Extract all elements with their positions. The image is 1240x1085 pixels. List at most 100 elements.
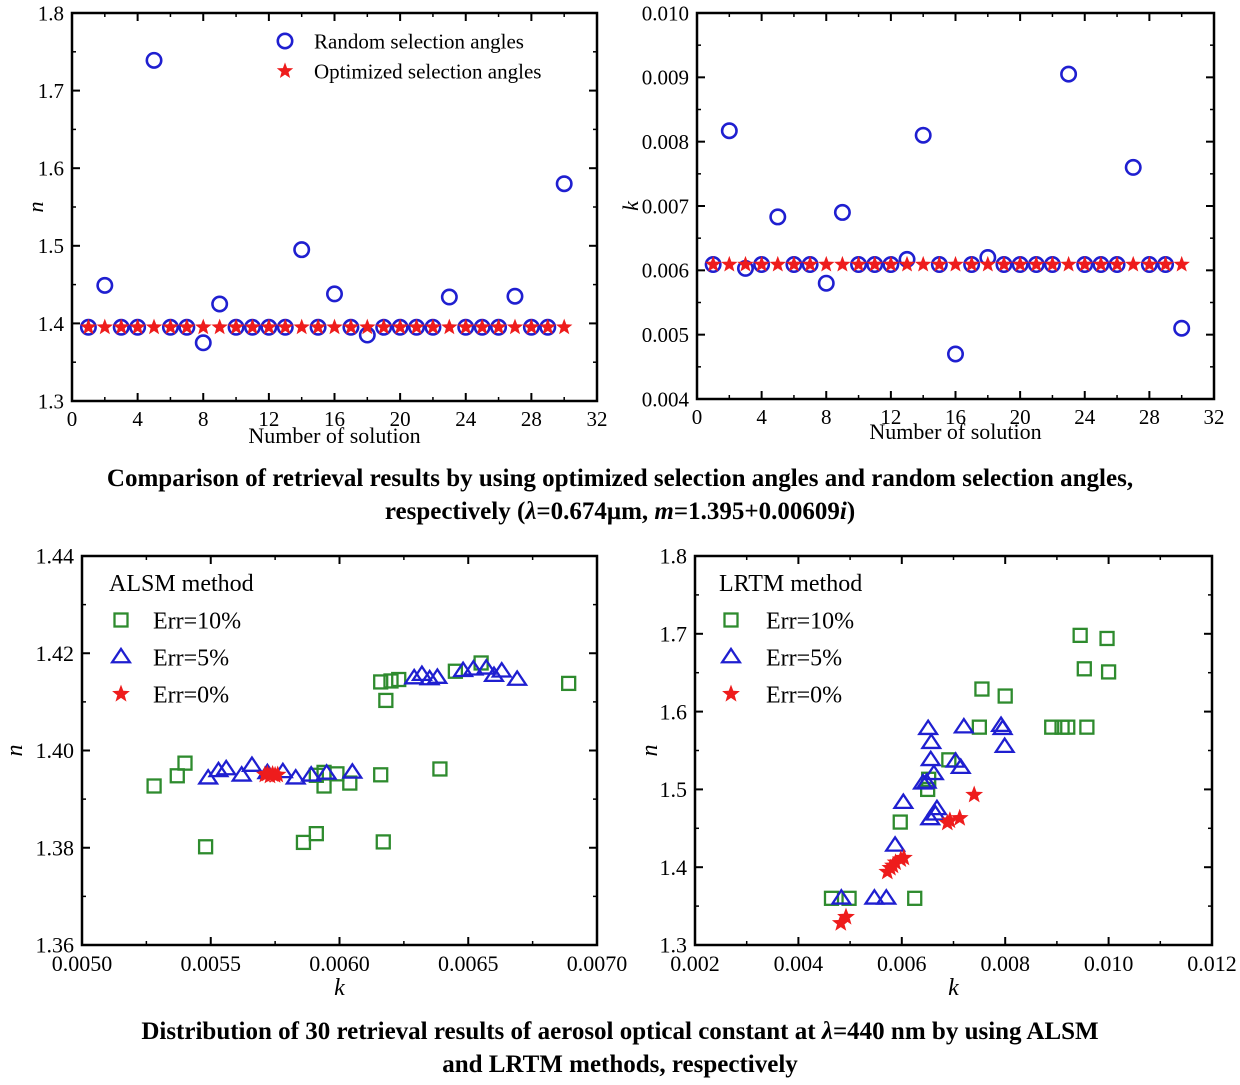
star-point (785, 255, 803, 272)
star-point (1157, 255, 1174, 272)
star-point (737, 255, 754, 272)
square-point (432, 761, 448, 777)
star-point (1173, 255, 1190, 272)
star-point (457, 318, 474, 335)
circle-point (1060, 65, 1078, 83)
square-point (1079, 719, 1095, 735)
x-tick-label: 8 (198, 407, 209, 431)
x-tick-label: 0.004 (774, 951, 824, 976)
bottom-caption-post: =440 nm by using ALSM (832, 1018, 1099, 1045)
star-point (995, 255, 1013, 272)
triangle-point (925, 798, 948, 816)
x-tick-label: 0 (692, 405, 703, 429)
star-point (145, 318, 163, 335)
y-axis-label: n (2, 745, 28, 757)
star-point (244, 318, 261, 335)
star-point (753, 255, 770, 272)
legend-label: Err=5% (766, 645, 842, 671)
top-caption-line1: Comparison of retrieval results by using… (106, 465, 1134, 492)
square-point (1044, 719, 1060, 735)
x-tick-label: 0.006 (877, 951, 927, 976)
series-1 (823, 627, 1117, 906)
top-caption: Comparison of retrieval results by using… (0, 462, 1240, 528)
y-tick-label: 0.008 (642, 130, 689, 154)
x-tick-label: 24 (1074, 405, 1096, 429)
triangle-point (830, 888, 853, 905)
triangle-point (892, 792, 915, 810)
x-tick-label: 28 (1139, 405, 1160, 429)
x-tick-label: 24 (455, 407, 477, 431)
triangle-point (482, 665, 506, 683)
square-point (997, 688, 1013, 704)
series-2 (80, 318, 573, 335)
triangle-point (240, 755, 263, 772)
triangle-point (919, 808, 942, 826)
triangle-point (884, 835, 907, 852)
star-point (359, 318, 376, 335)
triangle-point (207, 760, 230, 778)
circle-point (194, 334, 212, 352)
star-point (931, 255, 948, 272)
legend-title: LRTM method (719, 571, 862, 597)
y-tick-label: 1.7 (660, 622, 688, 647)
star-point (947, 255, 964, 272)
triangle-point (300, 765, 323, 782)
star-point (1028, 255, 1045, 272)
triangle-point (490, 661, 513, 678)
y-tick-label: 1.36 (36, 933, 75, 958)
x-axis-label: k (948, 975, 959, 1001)
star-point (424, 318, 442, 335)
y-tick-label: 1.4 (38, 312, 65, 336)
triangle-point (993, 736, 1016, 753)
y-tick-label: 0.007 (642, 194, 689, 218)
star-point (950, 808, 969, 826)
square-point (841, 890, 857, 906)
triangle-point (315, 763, 338, 780)
top-caption-pre: respectively ( (384, 498, 526, 525)
y-tick-label: 1.38 (36, 835, 75, 860)
star-point (211, 318, 228, 335)
y-tick-label: 0.004 (642, 387, 690, 411)
star-point (473, 318, 491, 335)
legend-label: Err=0% (766, 682, 842, 708)
triangle-point (418, 668, 441, 686)
circle-point (293, 241, 311, 259)
star-point (80, 318, 97, 335)
triangle-point (915, 772, 938, 789)
star-point (1108, 255, 1126, 272)
legend-label: Random selection angles (314, 29, 524, 53)
star-point (895, 848, 913, 866)
bottom-caption-pre: Distribution of 30 retrieval results of … (141, 1018, 822, 1045)
triangle-point (215, 758, 238, 776)
star-point (506, 318, 524, 335)
x-tick-label: 16 (324, 407, 345, 431)
star-point (1060, 255, 1077, 272)
circle-point (96, 276, 114, 294)
star-point (277, 318, 294, 335)
square-point (907, 890, 923, 906)
star-point (129, 318, 146, 335)
x-tick-label: 12 (880, 405, 901, 429)
y-tick-label: 1.3 (38, 389, 64, 413)
star-point (113, 318, 130, 335)
legend-label: Err=10% (153, 608, 241, 634)
lambda-symbol: λ (821, 1018, 833, 1045)
square-point (169, 768, 185, 784)
bottom-caption-line2: and LRTM methods, respectively (442, 1051, 798, 1078)
triangle-point (341, 762, 364, 779)
top-caption-line2: respectively (λ=0.674μm, m=1.395+0.00609… (0, 495, 1240, 528)
star-point (941, 811, 959, 829)
star-point (490, 318, 507, 335)
triangle-point (924, 804, 947, 821)
y-tick-label: 1.40 (36, 738, 75, 763)
series-3 (831, 785, 984, 931)
chart-1: 0 4 8 12 16 20 24 28 32 1.3 1.4 1.5 1.6 1.7 1.8 Number … (23, 1, 608, 448)
triangle-point (949, 757, 972, 775)
x-tick-label: 12 (258, 407, 279, 431)
triangle-point (230, 765, 253, 782)
circle-point (833, 203, 851, 221)
triangle-point (506, 669, 529, 686)
y-tick-label: 0.009 (642, 66, 689, 90)
triangle-point (875, 888, 898, 905)
square-point (329, 766, 345, 782)
